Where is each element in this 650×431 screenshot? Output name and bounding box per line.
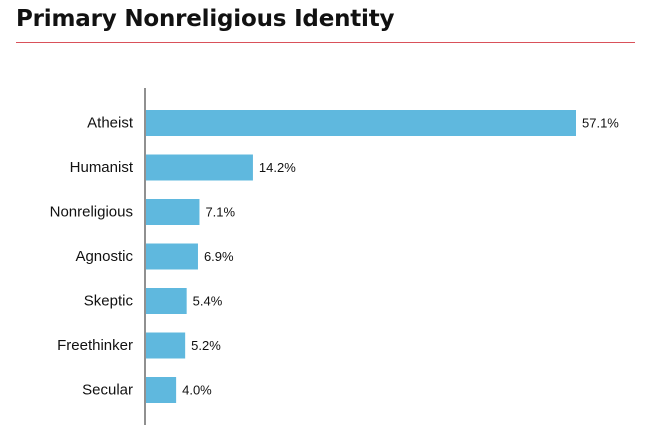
- category-label: Skeptic: [84, 293, 134, 310]
- bar-secular: [146, 377, 177, 403]
- value-label: 7.1%: [205, 205, 235, 220]
- value-label: 14.2%: [259, 160, 296, 175]
- bar-nonreligious: [146, 199, 200, 225]
- bar-freethinker: [146, 332, 186, 359]
- bar-agnostic: [146, 243, 198, 270]
- value-label: 6.9%: [204, 249, 234, 264]
- value-label: 4.0%: [182, 383, 212, 398]
- value-label: 5.4%: [193, 294, 223, 309]
- bar-atheist: [146, 110, 576, 136]
- bars-group: Atheist 57.1% Humanist 14.2% Nonreligious 7.1…: [50, 110, 619, 403]
- chart-title: Primary Nonreligious Identity: [16, 6, 395, 32]
- value-label: 5.2%: [191, 338, 221, 353]
- title-rule: [16, 42, 635, 43]
- bar-humanist: [146, 154, 253, 181]
- category-label: Freethinker: [57, 337, 133, 354]
- value-label: 57.1%: [582, 116, 619, 131]
- category-label: Nonreligious: [50, 204, 133, 221]
- bar-skeptic: [146, 288, 187, 314]
- category-label: Humanist: [70, 159, 134, 176]
- category-label: Atheist: [87, 115, 134, 132]
- category-label: Agnostic: [75, 248, 133, 265]
- category-label: Secular: [82, 382, 133, 399]
